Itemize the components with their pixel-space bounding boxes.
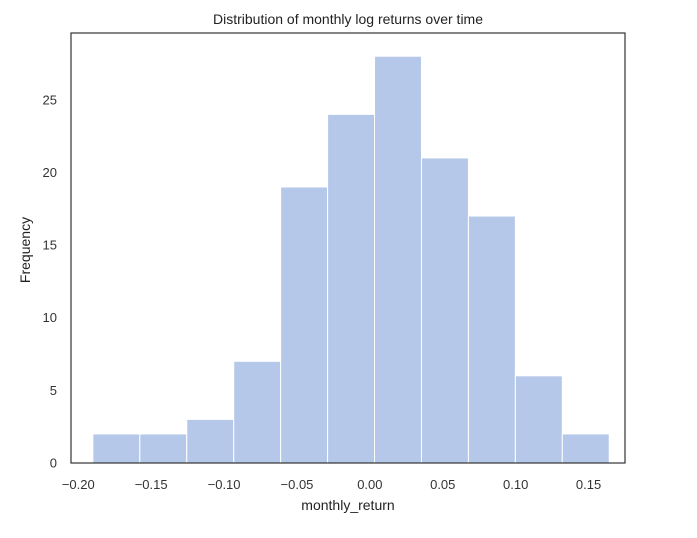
x-tick-label: −0.10 <box>208 477 241 492</box>
histogram-bar <box>561 433 610 464</box>
x-tick-label: 0.00 <box>357 477 382 492</box>
y-tick-label: 20 <box>43 165 57 180</box>
histogram-bar <box>374 55 422 464</box>
histogram-bar <box>92 433 141 464</box>
histogram-bar <box>280 186 329 464</box>
chart-title: Distribution of monthly log returns over… <box>213 11 483 27</box>
bars-group <box>92 55 610 464</box>
x-tick-label: 0.10 <box>503 477 528 492</box>
histogram-bar <box>186 418 235 464</box>
x-tick-label: −0.15 <box>135 477 168 492</box>
histogram-bar <box>327 113 376 464</box>
histogram-bar <box>420 157 469 464</box>
histogram-bar <box>139 433 188 464</box>
histogram-bar <box>233 360 282 464</box>
x-tick-labels: −0.20 −0.15 −0.10 −0.05 0.00 0.05 0.10 0.15 <box>62 477 601 492</box>
x-tick-label: 0.05 <box>430 477 455 492</box>
x-axis-label: monthly_return <box>301 497 394 513</box>
x-tick-label: −0.05 <box>281 477 314 492</box>
x-tick-label: −0.20 <box>62 477 95 492</box>
plot-area-frame <box>70 32 626 464</box>
y-tick-label: 0 <box>50 456 57 471</box>
y-tick-label: 10 <box>43 310 57 325</box>
y-tick-labels: 0 5 10 15 20 25 <box>43 92 57 470</box>
y-tick-label: 15 <box>43 238 57 253</box>
histogram-bar <box>514 375 563 464</box>
y-tick-label: 25 <box>43 92 57 107</box>
x-tick-label: 0.15 <box>576 477 601 492</box>
y-tick-label: 5 <box>50 383 57 398</box>
histogram-bar <box>467 215 516 464</box>
y-axis-label: Frequency <box>17 217 33 283</box>
